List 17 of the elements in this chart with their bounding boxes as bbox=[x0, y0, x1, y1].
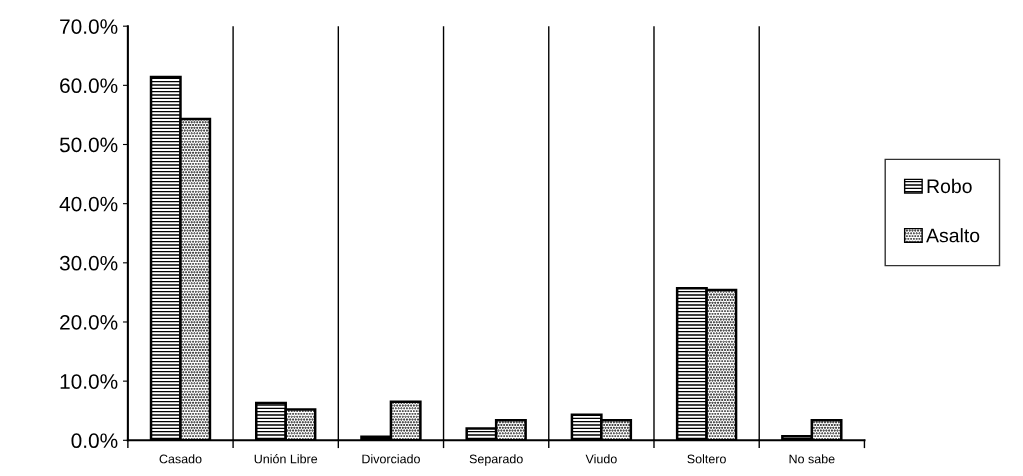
x-tick-label: No sabe bbox=[789, 454, 835, 464]
y-tick-label: 60.0% bbox=[60, 78, 118, 94]
x-tick-label: Separado bbox=[469, 454, 523, 466]
x-tick-label: Casado bbox=[159, 454, 202, 464]
y-tick-label: 10.0% bbox=[60, 374, 118, 389]
x-tick-label: Viudo bbox=[585, 454, 617, 464]
x-tick-label: Unión Libre bbox=[254, 454, 318, 464]
y-tick-label: 40.0% bbox=[59, 196, 118, 212]
legend-label: Robo bbox=[927, 178, 972, 194]
x-tick-label: Soltero bbox=[687, 454, 726, 464]
y-tick-label: 50.0% bbox=[59, 137, 118, 153]
x-tick-label: Divorciado bbox=[362, 454, 420, 464]
y-tick-label: 70.0% bbox=[60, 19, 118, 34]
y-tick-label: 20.0% bbox=[60, 314, 118, 330]
legend-label: Asalto bbox=[926, 228, 980, 243]
y-tick-label: 0.0% bbox=[71, 433, 118, 449]
y-tick-label: 30.0% bbox=[59, 255, 118, 271]
